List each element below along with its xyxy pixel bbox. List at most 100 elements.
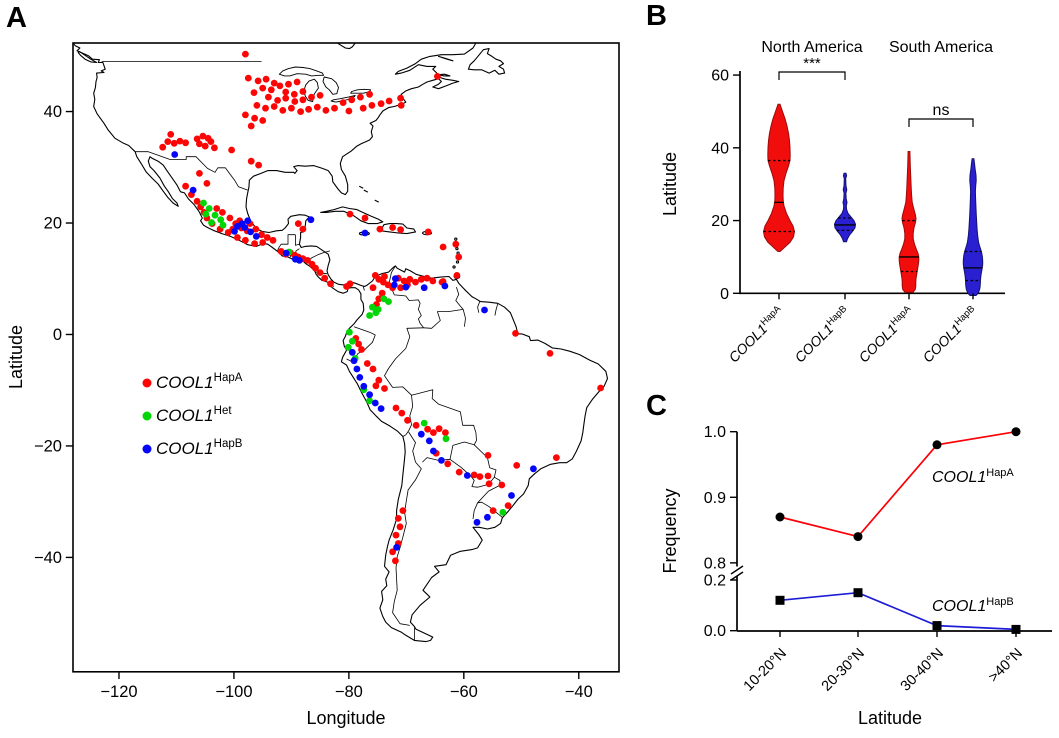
map-point-HapA (242, 111, 249, 119)
map-point-HapA (201, 142, 209, 150)
lake-1 (303, 78, 319, 102)
map-point-HapA (176, 137, 184, 145)
map-point-HapA (199, 132, 207, 140)
violin-content: 0204060COOL1HapACOOL1HapBCOOL1HapACOOL1H… (711, 39, 1005, 365)
island-bahamas (374, 199, 379, 203)
map-point-Het (211, 211, 219, 219)
country-border-28 (472, 502, 478, 520)
map-point-HapB (360, 382, 368, 390)
map-point-HapA (452, 240, 460, 248)
map-point-HapA (455, 253, 463, 261)
legend-dot-Het (142, 411, 152, 421)
map-point-Het (208, 219, 215, 226)
map-point-HapA (170, 139, 178, 147)
freq-y-tick-label: 1.0 (704, 424, 726, 441)
freq-x-tick-label: >40°N (986, 646, 1026, 686)
map-point-HapB (430, 447, 437, 455)
coastline-americas (73, 43, 609, 643)
map-point-HapA (375, 295, 383, 303)
map-point-HapB (508, 492, 515, 499)
map-point-HapA (274, 97, 281, 104)
region-title-1: South America (889, 39, 993, 56)
freq-line-HapA (779, 430, 1017, 538)
map-point-HapA (252, 225, 260, 233)
violin-y-tick-label: 40 (711, 140, 729, 157)
map-point-Het (366, 312, 373, 319)
map-point-HapA (476, 473, 484, 480)
map-point-HapB (441, 282, 449, 290)
map-point-HapA (412, 278, 419, 286)
freq-marker-square (853, 588, 863, 598)
legend-dot-HapA (142, 378, 152, 388)
map-point-HapA (389, 548, 396, 556)
panel-b-label: B (646, 0, 667, 32)
legend-label-Het: COOL1Het (156, 405, 232, 425)
map-point-Het (217, 216, 225, 224)
x-tick-label: −80 (335, 683, 363, 701)
map-point-HapB (282, 249, 290, 257)
country-border-24 (408, 431, 416, 463)
map-point-HapA (182, 139, 190, 147)
map-point-HapA (259, 117, 267, 124)
violin-x-tick-label: COOL1HapB (791, 303, 853, 365)
map-point-HapA (282, 88, 290, 96)
lake-2 (322, 76, 339, 95)
map-point-HapA (242, 50, 249, 58)
map-point-HapA (203, 180, 211, 187)
map-point-HapA (455, 468, 463, 476)
map-point-HapA (251, 114, 258, 122)
map-point-HapA (375, 376, 383, 384)
violin-x-tick-label: COOL1HapA (855, 303, 918, 366)
map-point-HapB (241, 224, 249, 231)
island-pei (437, 73, 451, 77)
map-point-HapA (242, 236, 249, 244)
map-point-Het (420, 419, 428, 427)
freq-marker-square (775, 595, 785, 605)
x-tick-label: −60 (450, 683, 478, 701)
map-point-HapA (417, 275, 425, 283)
significance-bracket-1 (908, 118, 974, 127)
map-point-Het (499, 508, 507, 516)
panel-b-violin-chart: 0204060COOL1HapACOOL1HapBCOOL1HapACOOL1H… (660, 39, 1005, 365)
map-point-HapA (321, 274, 329, 282)
map-point-HapA (262, 75, 270, 83)
map-point-HapB (348, 348, 356, 356)
map-point-HapA (442, 429, 449, 436)
map-point-HapA (299, 225, 307, 233)
map-point-HapA (316, 92, 324, 99)
map-point-Het (369, 303, 376, 311)
map-y-axis-title: Latitude (6, 325, 26, 389)
map-point-Het (205, 205, 213, 212)
violin-y-tick-label: 20 (711, 213, 729, 230)
map-point-HapA (389, 224, 396, 231)
country-border-19 (411, 389, 477, 445)
map-point-HapB (171, 151, 179, 158)
map-frame (72, 42, 620, 673)
map-point-HapA (290, 90, 298, 98)
map-point-HapA (255, 161, 262, 169)
map-point-HapA (444, 460, 452, 468)
map-point-HapA (377, 100, 385, 108)
map-point-HapA (262, 104, 269, 112)
map-point-HapB (402, 283, 410, 291)
freq-marker-square (1011, 624, 1021, 634)
freq-series-label-HapA: COOL1HapA (932, 467, 1014, 486)
map-point-HapA (265, 93, 272, 101)
map-point-HapA (429, 277, 437, 285)
map-point-HapB (353, 365, 361, 373)
map-point-HapB (473, 518, 481, 526)
map-point-HapA (285, 80, 292, 88)
map-point-HapA (312, 264, 319, 272)
map-point-HapA (348, 96, 356, 104)
map-point-HapA (424, 228, 432, 236)
map-point-HapA (288, 104, 295, 112)
map-point-HapA (512, 330, 519, 337)
map-point-HapB (530, 465, 537, 473)
x-tick-label: −100 (215, 683, 252, 701)
map-point-HapA (372, 382, 380, 390)
map-point-HapA (489, 507, 497, 514)
country-border-17 (384, 348, 412, 396)
map-point-HapA (263, 234, 271, 241)
map-point-HapA (294, 220, 302, 228)
